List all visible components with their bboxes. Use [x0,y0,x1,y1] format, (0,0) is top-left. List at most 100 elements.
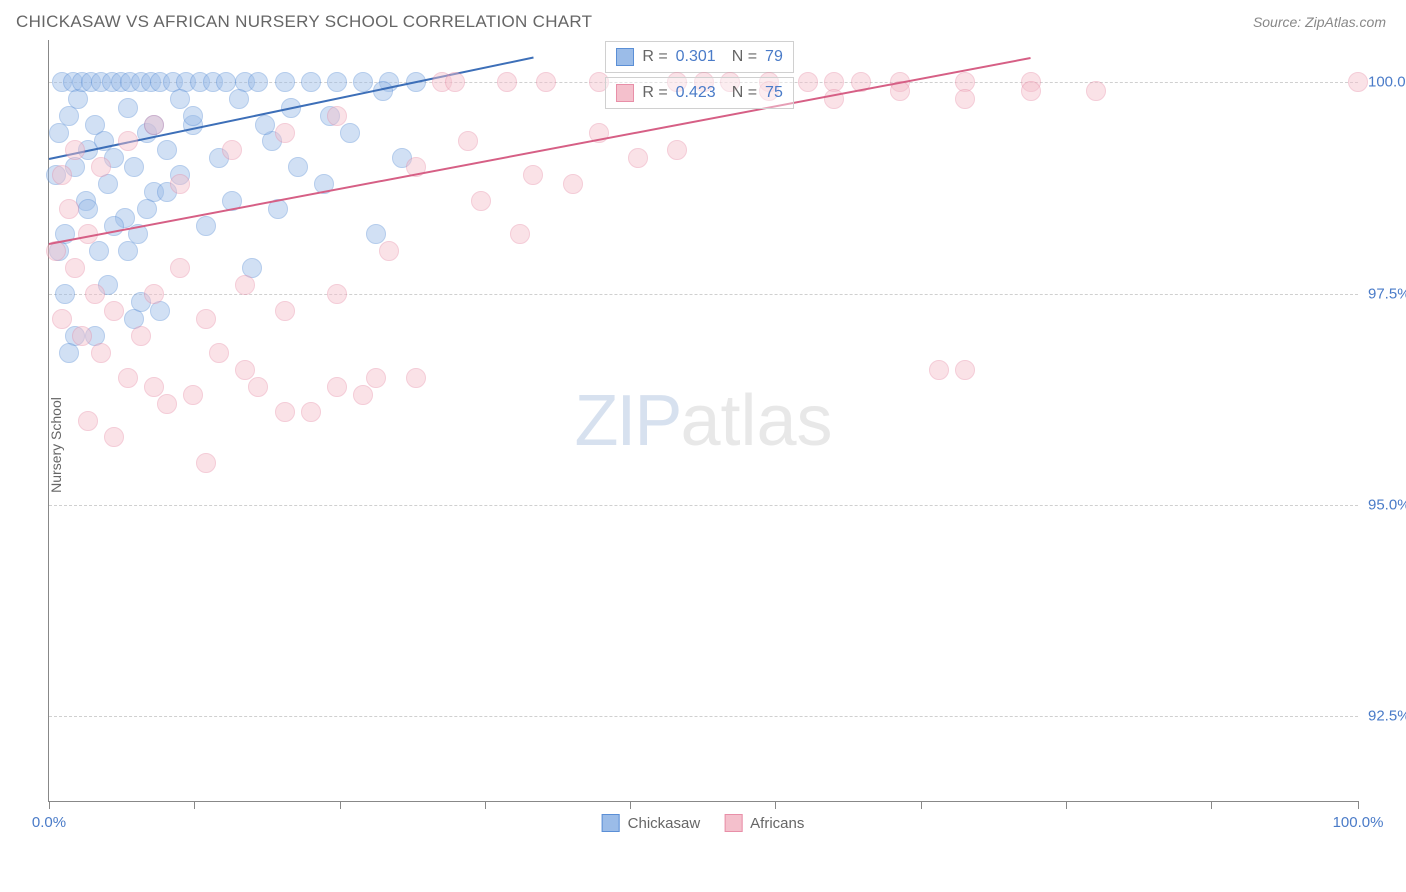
scatter-point [327,106,347,126]
scatter-point [471,191,491,211]
scatter-point [248,72,268,92]
n-value: 75 [765,84,783,102]
scatter-point [235,275,255,295]
scatter-point [52,309,72,329]
r-value: 0.301 [676,48,716,66]
scatter-point [183,385,203,405]
stats-box: R =0.423N =75 [605,77,794,109]
scatter-point [275,402,295,422]
scatter-point [353,72,373,92]
scatter-point [157,140,177,160]
r-value: 0.423 [676,84,716,102]
y-tick-label: 100.0% [1368,74,1406,91]
scatter-point [196,216,216,236]
scatter-point [124,157,144,177]
scatter-point [1086,81,1106,101]
legend: Chickasaw Africans [602,814,805,832]
scatter-point [379,241,399,261]
scatter-point [955,360,975,380]
scatter-point [327,284,347,304]
scatter-point [563,174,583,194]
scatter-point [235,360,255,380]
scatter-point [497,72,517,92]
scatter-point [55,284,75,304]
scatter-point [209,343,229,363]
y-tick-label: 95.0% [1368,497,1406,514]
scatter-point [78,199,98,219]
scatter-point [798,72,818,92]
scatter-point [366,368,386,388]
scatter-point [118,241,138,261]
scatter-point [327,72,347,92]
n-value: 79 [765,48,783,66]
gridline [49,505,1358,506]
n-label: N = [732,84,757,102]
scatter-point [667,140,687,160]
scatter-point [301,72,321,92]
scatter-point [445,72,465,92]
legend-label: Chickasaw [628,815,701,832]
n-label: N = [732,48,757,66]
scatter-point [523,165,543,185]
scatter-point [137,199,157,219]
scatter-point [118,98,138,118]
stats-swatch [616,48,634,66]
x-tick [1066,801,1067,809]
legend-swatch-africans [724,814,742,832]
scatter-point [929,360,949,380]
x-tick [630,801,631,809]
source-attribution: Source: ZipAtlas.com [1253,14,1386,30]
scatter-point [275,123,295,143]
scatter-point [91,157,111,177]
scatter-point [78,411,98,431]
x-tick-label: 100.0% [1333,814,1384,831]
scatter-point [222,140,242,160]
scatter-point [196,309,216,329]
scatter-point [327,377,347,397]
scatter-point [628,148,648,168]
scatter-point [91,343,111,363]
scatter-point [85,284,105,304]
scatter-point [104,427,124,447]
scatter-point [157,394,177,414]
stats-swatch [616,84,634,102]
watermark: ZIPatlas [574,380,832,462]
x-tick [485,801,486,809]
legend-item-africans: Africans [724,814,804,832]
x-tick [49,801,50,809]
scatter-point [170,258,190,278]
scatter-point [1348,72,1368,92]
y-tick-label: 97.5% [1368,285,1406,302]
scatter-point [255,115,275,135]
r-label: R = [642,48,667,66]
scatter-point [118,131,138,151]
scatter-point [510,224,530,244]
legend-item-chickasaw: Chickasaw [602,814,701,832]
scatter-point [59,199,79,219]
scatter-point [458,131,478,151]
scatter-point [275,72,295,92]
scatter-point [536,72,556,92]
scatter-point [196,453,216,473]
scatter-point [183,106,203,126]
plot-area: ZIPatlas 92.5%95.0%97.5%100.0%0.0%100.0%… [48,40,1358,802]
x-tick [194,801,195,809]
scatter-point [366,224,386,244]
chart-title: CHICKASAW VS AFRICAN NURSERY SCHOOL CORR… [16,12,592,32]
scatter-point [353,385,373,405]
stats-box: R = 0.301 N = 79 [605,41,794,73]
scatter-point [406,368,426,388]
scatter-point [144,284,164,304]
scatter-point [118,368,138,388]
scatter-point [170,174,190,194]
scatter-point [229,89,249,109]
scatter-point [65,258,85,278]
scatter-point [144,377,164,397]
legend-swatch-chickasaw [602,814,620,832]
scatter-point [170,89,190,109]
x-tick [921,801,922,809]
scatter-point [301,402,321,422]
gridline [49,716,1358,717]
scatter-point [1021,81,1041,101]
scatter-point [68,89,88,109]
